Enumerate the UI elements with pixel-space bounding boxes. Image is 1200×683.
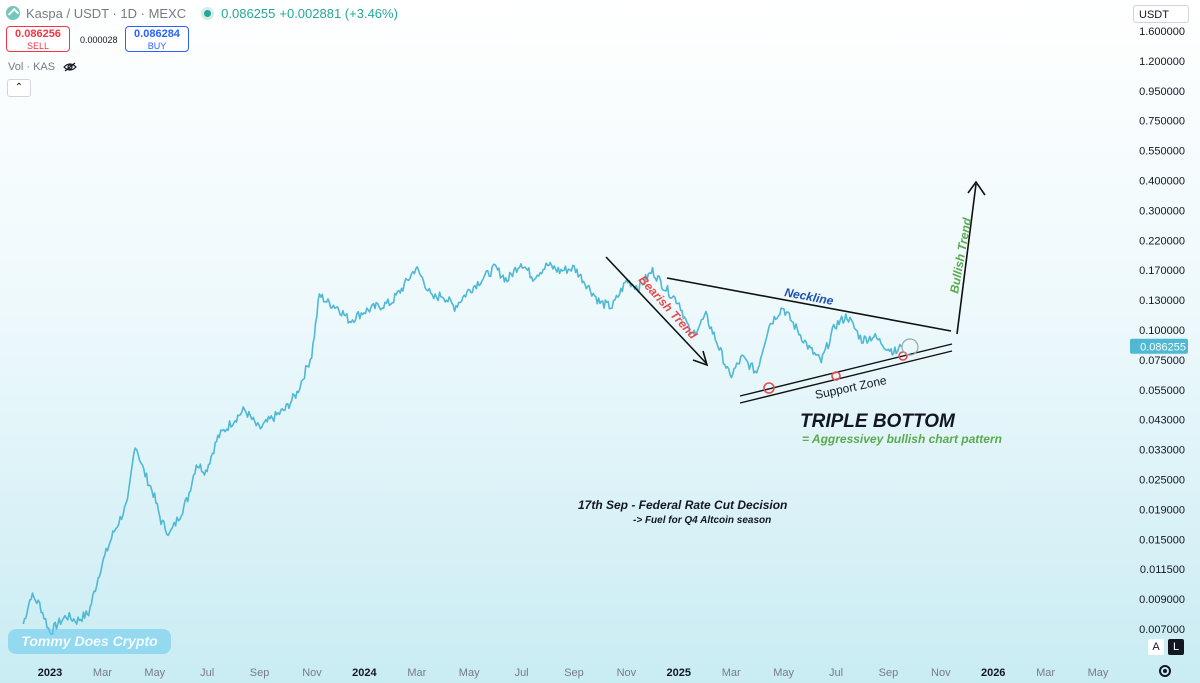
y-tick-label: 0.220000 [1139,235,1185,247]
x-tick-label: Jul [515,667,529,679]
y-tick-label: 0.075000 [1139,355,1185,367]
y-tick-label: 0.025000 [1139,475,1185,487]
x-tick-label: Mar [1036,667,1055,679]
x-tick-label: May [144,667,165,679]
x-tick-label: Nov [302,667,322,679]
gear-icon[interactable] [1159,665,1171,677]
y-tick-label: 0.015000 [1139,534,1185,546]
y-tick-label: 0.043000 [1139,415,1185,427]
y-tick-label: 1.200000 [1139,56,1185,68]
y-axis: 1.600000 1.200000 0.950000 0.750000 0.550000… [1139,26,1185,636]
x-tick-label: 2025 [667,667,691,679]
x-tick-label: May [459,667,480,679]
y-tick-label: 0.400000 [1139,176,1185,188]
y-tick-label: 0.170000 [1139,265,1185,277]
y-tick-label: 0.130000 [1139,295,1185,307]
x-tick-label: May [1088,667,1109,679]
neckline [667,278,951,331]
current-price-tag: 0.086255 [1130,339,1188,354]
event-title: 17th Sep - Federal Rate Cut Decision [578,498,787,512]
y-tick-label: 0.019000 [1139,504,1185,516]
y-tick-label: 0.009000 [1139,594,1185,606]
y-tick-label: 0.100000 [1139,325,1185,337]
y-tick-label: 0.750000 [1139,116,1185,128]
x-tick-label: Sep [564,667,584,679]
x-tick-label: May [773,667,794,679]
bullish-arrow-head [968,182,985,195]
x-tick-label: Nov [931,667,951,679]
x-tick-label: 2023 [38,667,62,679]
x-tick-label: Jul [829,667,843,679]
watermark: Tommy Does Crypto [8,629,171,654]
y-tick-label: 0.300000 [1139,205,1185,217]
pattern-title: TRIPLE BOTTOM [800,411,956,432]
x-axis: 2023 Mar May Jul Sep Nov 2024 Mar May Jul Sep Nov 20… [38,667,1109,679]
x-tick-label: Mar [407,667,426,679]
pattern-subtitle: = Aggressivey bullish chart pattern [802,432,1002,446]
log-scale-button[interactable]: L [1168,639,1184,655]
y-tick-label: 0.950000 [1139,86,1185,98]
current-price-label: 0.086255 [1140,342,1186,354]
x-tick-label: 2026 [981,667,1005,679]
x-tick-label: Jul [200,667,214,679]
y-tick-label: 0.550000 [1139,146,1185,158]
y-tick-label: 0.011500 [1140,564,1185,576]
x-tick-label: Sep [879,667,899,679]
bullish-trend-label: Bullish Trend [947,216,974,294]
bearish-arrow [606,257,706,363]
y-tick-label: 0.055000 [1139,385,1185,397]
current-marker [902,339,918,355]
x-tick-label: Nov [617,667,637,679]
event-subtitle: -> Fuel for Q4 Altcoin season [633,515,771,526]
y-tick-label: 1.600000 [1139,26,1185,38]
x-tick-label: Mar [722,667,741,679]
y-tick-label: 0.007000 [1139,624,1185,636]
x-tick-label: 2024 [352,667,377,679]
auto-scale-button[interactable]: A [1148,639,1164,655]
y-tick-label: 0.033000 [1139,445,1185,457]
x-tick-label: Sep [250,667,270,679]
support-zone-label: Support Zone [814,373,888,402]
annotations: Bearish Trend Neckline Bullish Trend Sup… [578,182,1002,526]
x-tick-label: Mar [93,667,112,679]
price-line [23,263,901,635]
